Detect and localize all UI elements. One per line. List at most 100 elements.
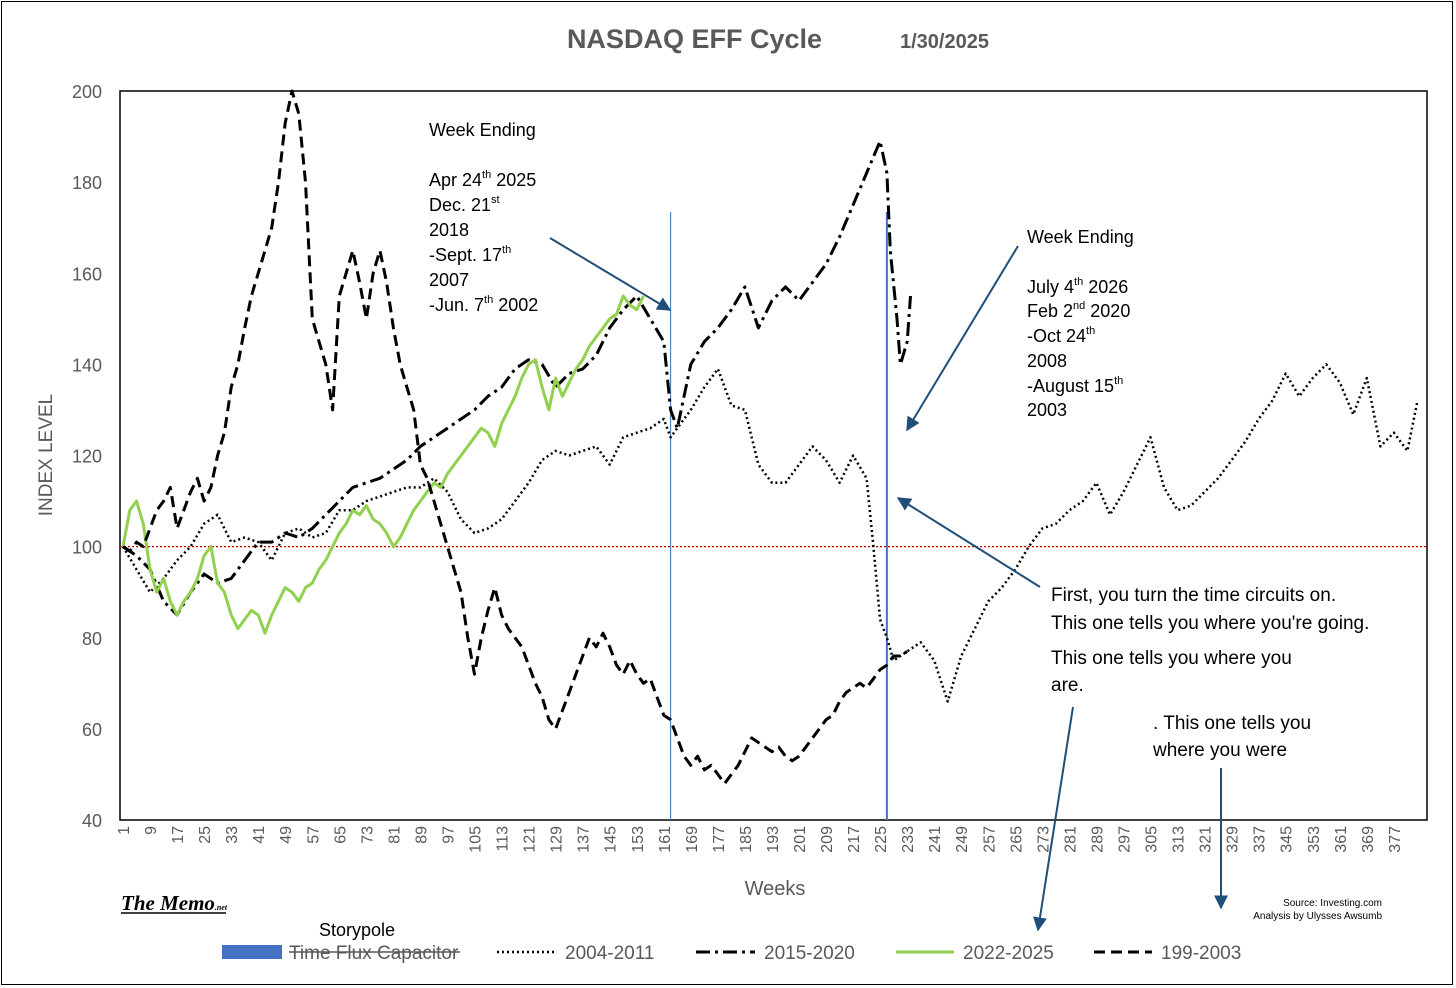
x-tick-label: 337 (1252, 826, 1269, 853)
legend-label: Time Flux Capacitor (289, 943, 459, 964)
x-tick-label: 305 (1144, 826, 1161, 853)
arrow-left-to-line (549, 237, 672, 311)
x-tick-label: 185 (738, 826, 755, 853)
x-tick-label: 377 (1387, 826, 1404, 853)
annotation-are-line1: This one tells you where you (1051, 648, 1292, 669)
x-tick-label: 257 (981, 826, 998, 853)
legend-title: Storypole (319, 920, 395, 940)
x-axis-label: Weeks (745, 878, 806, 900)
x-tick-label: 25 (197, 826, 214, 844)
annotation-are-line2: are. (1051, 675, 1084, 696)
x-tick-label: 289 (1089, 826, 1106, 853)
x-tick-label: 33 (224, 826, 241, 844)
legend-label: 2004-2011 (565, 943, 654, 964)
series-layer (120, 89, 1427, 820)
annotation-right-heading: Week Ending (1027, 227, 1134, 247)
annotation-right-line1: July 4th 2026 (1027, 276, 1128, 297)
x-tick-label: 105 (468, 826, 485, 853)
x-tick-label: 353 (1306, 826, 1323, 853)
legend-label: 199-2003 (1161, 943, 1241, 964)
x-tick-label: 241 (927, 826, 944, 853)
x-tick-label: 201 (792, 826, 809, 853)
x-tick-label: 193 (765, 826, 782, 853)
x-tick-label: 1 (116, 826, 133, 835)
x-tick-label: 17 (170, 826, 187, 844)
x-tick-label: 113 (495, 826, 512, 852)
x-tick-label: 225 (873, 826, 890, 853)
y-tick-label: 140 (72, 355, 102, 375)
x-tick-label: 73 (359, 826, 376, 844)
arrow-are (1033, 706, 1074, 932)
annotation-right-line2: Feb 2nd 2020 (1027, 300, 1130, 321)
x-tick-label: 297 (1116, 826, 1133, 853)
x-tick-label: 177 (711, 826, 728, 853)
x-tick-label: 249 (954, 826, 971, 853)
x-tick-label: 369 (1360, 826, 1377, 853)
x-tick-label: 233 (900, 826, 917, 853)
annotation-circuits-line2: This one tells you where you're going. (1051, 613, 1369, 634)
annotation-right-line5: -August 15th (1027, 375, 1123, 396)
x-tick-label: 161 (657, 826, 674, 853)
analysis-text: Analysis by Ulysses Awsumb (1253, 911, 1382, 922)
x-tick-label: 329 (1225, 826, 1242, 853)
y-tick-label: 160 (72, 264, 102, 284)
legend-swatch-capacitor (222, 945, 282, 959)
x-tick-label: 153 (630, 826, 647, 853)
y-tick-label: 180 (72, 173, 102, 193)
chart-title-date: 1/30/2025 (900, 31, 989, 53)
x-tick-label: 121 (522, 826, 539, 853)
annotation-right: Week Ending July 4th 2026 Feb 2nd 2020 -… (1027, 227, 1134, 420)
y-axis-label: INDEX LEVEL (36, 394, 57, 517)
x-tick-label: 265 (1008, 826, 1025, 853)
annotation-circuits-line1: First, you turn the time circuits on. (1051, 585, 1336, 606)
x-tick-label: 217 (846, 826, 863, 853)
x-tick-label: 89 (413, 826, 430, 844)
x-tick-label: 169 (684, 826, 701, 853)
annotation-right-line4: 2008 (1027, 351, 1067, 371)
x-tick-label: 137 (576, 826, 593, 853)
x-tick-label: 65 (332, 826, 349, 844)
x-tick-label: 321 (1198, 826, 1215, 853)
annotation-left-line6: -Jun. 7th 2002 (429, 294, 538, 315)
arrow-right-to-line (906, 245, 1019, 432)
x-tick-label: 41 (251, 826, 268, 844)
annotation-left-line4: -Sept. 17th (429, 244, 511, 265)
annotation-right-line6: 2003 (1027, 400, 1067, 420)
y-tick-label: 60 (82, 720, 102, 740)
x-tick-label: 273 (1035, 826, 1052, 853)
x-tick-label: 49 (278, 826, 295, 844)
plot-area (119, 90, 1428, 821)
y-tick-label: 100 (72, 538, 102, 558)
annotation-left-line3: 2018 (429, 220, 469, 240)
x-tick-label: 209 (819, 826, 836, 853)
legend-label: 2022-2025 (963, 943, 1054, 964)
x-tick-label: 145 (603, 826, 620, 853)
legend-label: 2015-2020 (764, 943, 855, 964)
arrow-circuits (896, 497, 1041, 588)
annotation-were-line2: where you were (1152, 740, 1287, 761)
series-line-199-2003 (122, 89, 909, 785)
x-tick-label: 345 (1279, 826, 1296, 853)
annotation-were-line1: . This one tells you (1153, 713, 1311, 734)
annotation-left-heading: Week Ending (429, 120, 536, 140)
annotation-left-line2: Dec. 21st (429, 194, 500, 215)
legend: Time Flux Capacitor 2004-2011 2015-2020 202… (222, 943, 1241, 964)
series-line-2022-2025 (121, 294, 645, 635)
y-tick-label: 120 (72, 447, 102, 467)
x-tick-label: 281 (1062, 826, 1079, 853)
x-tick-label: 9 (143, 826, 160, 835)
annotation-left: Week Ending Apr 24th 2025 Dec. 21st 2018… (429, 120, 538, 315)
x-tick-label: 361 (1333, 826, 1350, 853)
series-line-2015-2020 (122, 139, 912, 617)
y-tick-label: 80 (82, 629, 102, 649)
source-text: Source: Investing.com (1283, 898, 1382, 909)
x-tick-label: 129 (549, 826, 566, 853)
annotation-right-line3: -Oct 24th (1027, 325, 1095, 346)
annotation-left-line1: Apr 24th 2025 (429, 169, 536, 190)
chart-title: NASDAQ EFF Cycle (567, 24, 822, 54)
memo-logo: The Memo.net (121, 891, 228, 915)
annotation-arrows (549, 237, 1228, 932)
y-tick-label: 40 (82, 811, 102, 831)
